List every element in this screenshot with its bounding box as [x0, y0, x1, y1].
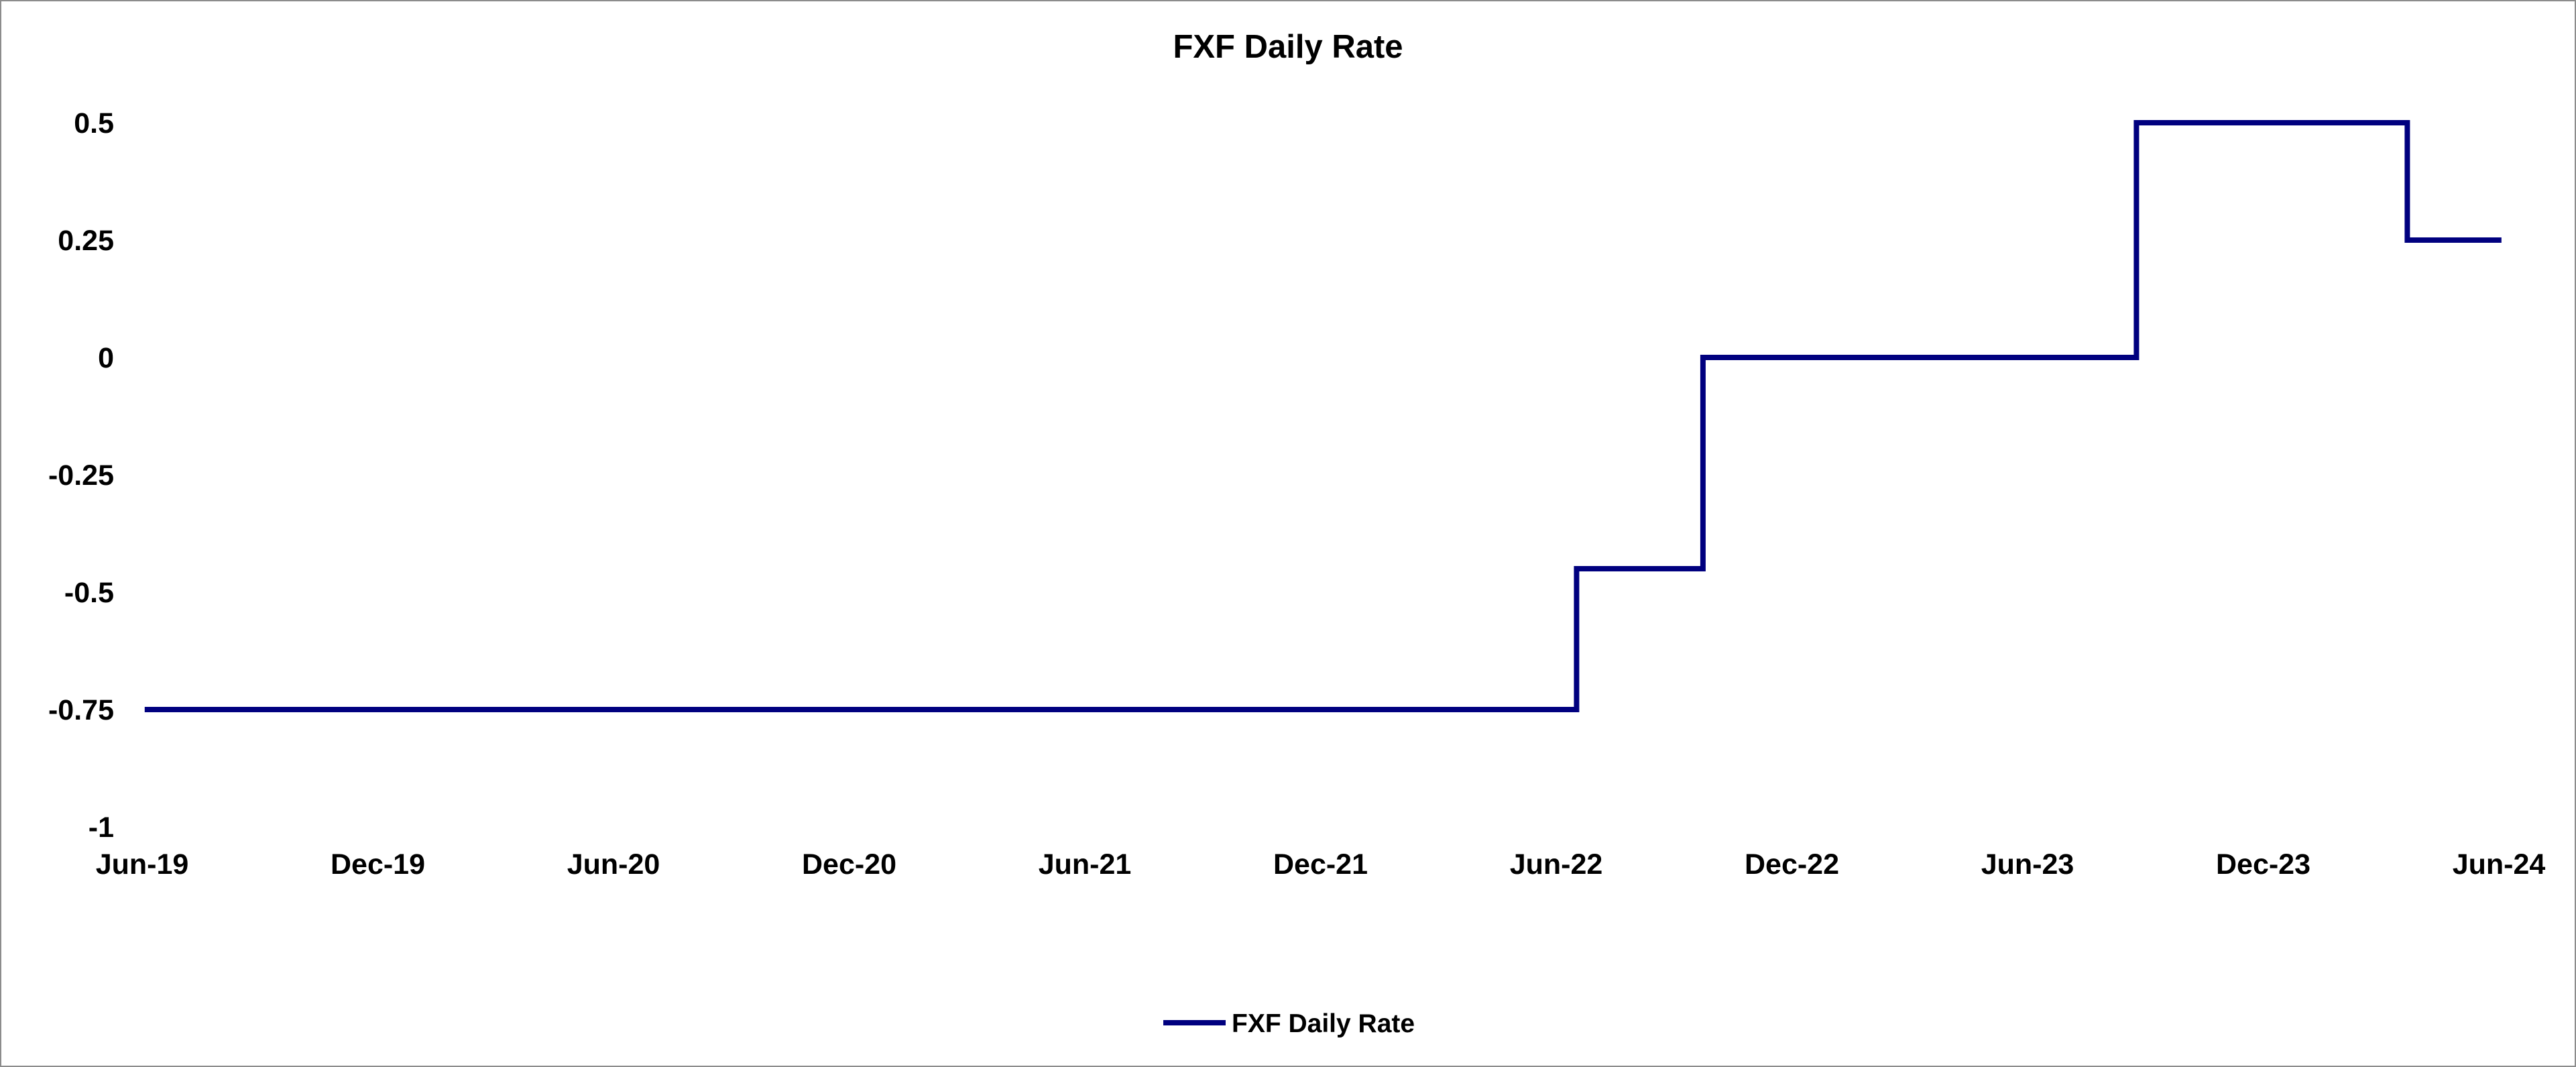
x-tick-label: Dec-21: [1273, 848, 1368, 881]
y-tick-label: -0.75: [48, 694, 114, 726]
legend: FXF Daily Rate: [1163, 1009, 1415, 1038]
y-tick-label: 0.5: [74, 107, 114, 139]
chart-title: FXF Daily Rate: [1173, 29, 1403, 65]
y-tick-label: 0.25: [58, 225, 114, 257]
x-tick-label: Jun-21: [1039, 848, 1132, 881]
y-axis-tick-labels: 0.5 0.25 0 -0.25 -0.5 -0.75 -1: [48, 107, 114, 844]
legend-label: FXF Daily Rate: [1232, 1009, 1415, 1038]
x-tick-label: Dec-23: [2216, 848, 2310, 881]
x-tick-label: Dec-20: [802, 848, 896, 881]
x-tick-label: Dec-19: [331, 848, 425, 881]
x-tick-label: Jun-24: [2453, 848, 2546, 881]
x-axis-tick-labels: Jun-19 Dec-19 Jun-20 Dec-20 Jun-21 Dec-21 Jun-…: [96, 848, 2546, 881]
x-tick-label: Dec-22: [1745, 848, 1839, 881]
y-tick-label: 0: [98, 342, 114, 374]
plot-area: [144, 120, 2502, 712]
x-tick-label: Jun-22: [1510, 848, 1603, 881]
x-tick-label: Jun-23: [1981, 848, 2074, 881]
series-line: [144, 120, 2502, 712]
y-tick-label: -0.25: [48, 459, 114, 492]
x-tick-label: Jun-20: [567, 848, 660, 881]
x-tick-label: Jun-19: [96, 848, 189, 881]
y-tick-label: -0.5: [64, 577, 114, 609]
y-tick-label: -1: [89, 811, 114, 844]
